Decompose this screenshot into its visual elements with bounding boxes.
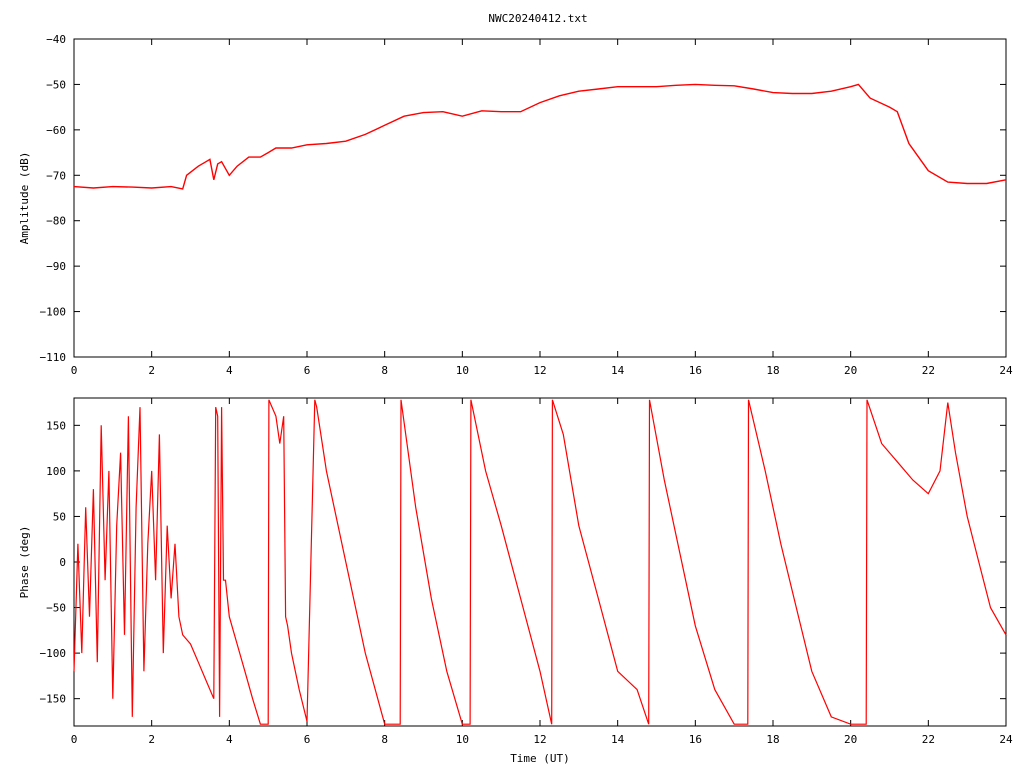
amplitude-series-line: [73, 83, 1007, 190]
amplitude-y-tick-label: −100: [40, 306, 67, 319]
phase-x-axis-label: Time (UT): [510, 752, 570, 765]
amplitude-x-tick-label: 20: [844, 364, 857, 377]
phase-x-tick-label: 10: [456, 733, 469, 746]
amplitude-plot-frame: [73, 38, 1007, 358]
amplitude-x-tick-label: 14: [611, 364, 625, 377]
phase-y-tick-label: 150: [46, 419, 66, 432]
phase-x-tick-label: 4: [226, 733, 233, 746]
amplitude-x-tick-label: 12: [533, 364, 546, 377]
phase-series-line: [73, 399, 1007, 725]
amplitude-y-tick-label: −70: [46, 169, 66, 182]
phase-x-tick-label: 18: [766, 733, 779, 746]
phase-y-tick-label: −50: [46, 602, 66, 615]
phase-x-tick-label: 16: [689, 733, 702, 746]
amplitude-y-tick-label: −90: [46, 260, 66, 273]
phase-x-ticks: 0 2 4 6 8 10 12 14 16 18 20 22 24: [71, 398, 1013, 746]
amplitude-x-tick-label: 8: [381, 364, 388, 377]
amplitude-x-tick-label: 10: [456, 364, 469, 377]
amplitude-y-tick-label: −80: [46, 215, 66, 228]
chart-title: NWC20240412.txt: [488, 12, 587, 25]
amplitude-x-tick-label: 18: [766, 364, 779, 377]
phase-y-tick-label: 50: [53, 510, 66, 523]
phase-y-tick-label: −100: [40, 647, 67, 660]
amplitude-y-tick-label: −50: [46, 78, 66, 91]
amplitude-x-tick-label: 0: [71, 364, 78, 377]
phase-y-tick-label: 100: [46, 465, 66, 478]
amplitude-y-axis-label: Amplitude (dB): [18, 152, 31, 245]
phase-x-tick-label: 24: [999, 733, 1013, 746]
phase-x-tick-label: 8: [381, 733, 388, 746]
amplitude-x-tick-label: 22: [922, 364, 935, 377]
phase-y-axis-label: Phase (deg): [18, 526, 31, 599]
amplitude-y-ticks: −40 −50 −60 −70 −80 −90 −100 −110: [40, 33, 1006, 364]
amplitude-y-tick-label: −60: [46, 124, 66, 137]
phase-y-tick-label: 0: [59, 556, 66, 569]
amplitude-x-tick-label: 24: [999, 364, 1013, 377]
phase-y-tick-label: −150: [40, 693, 67, 706]
phase-x-tick-label: 20: [844, 733, 857, 746]
phase-x-tick-label: 22: [922, 733, 935, 746]
amplitude-x-tick-label: 6: [304, 364, 311, 377]
amplitude-y-tick-label: −110: [40, 351, 67, 364]
amplitude-y-tick-label: −40: [46, 33, 66, 46]
amplitude-x-ticks: 0 2 4 6 8 10 12 14 16 18 20 22 24: [71, 39, 1013, 377]
phase-x-tick-label: 12: [533, 733, 546, 746]
amplitude-panel: −40−50−60−70−80−90−100−110 0 2 4 6 8 10 12 14 16…: [18, 33, 1013, 377]
phase-x-tick-label: 2: [148, 733, 155, 746]
phase-y-ticks: 150 100 50 0 −50 −100 −150: [40, 419, 1006, 706]
amplitude-x-tick-label: 16: [689, 364, 702, 377]
amplitude-x-tick-label: 4: [226, 364, 233, 377]
amplitude-x-tick-label: 2: [148, 364, 155, 377]
phase-x-tick-label: 14: [611, 733, 625, 746]
phase-x-tick-label: 0: [71, 733, 78, 746]
phase-x-tick-label: 6: [304, 733, 311, 746]
